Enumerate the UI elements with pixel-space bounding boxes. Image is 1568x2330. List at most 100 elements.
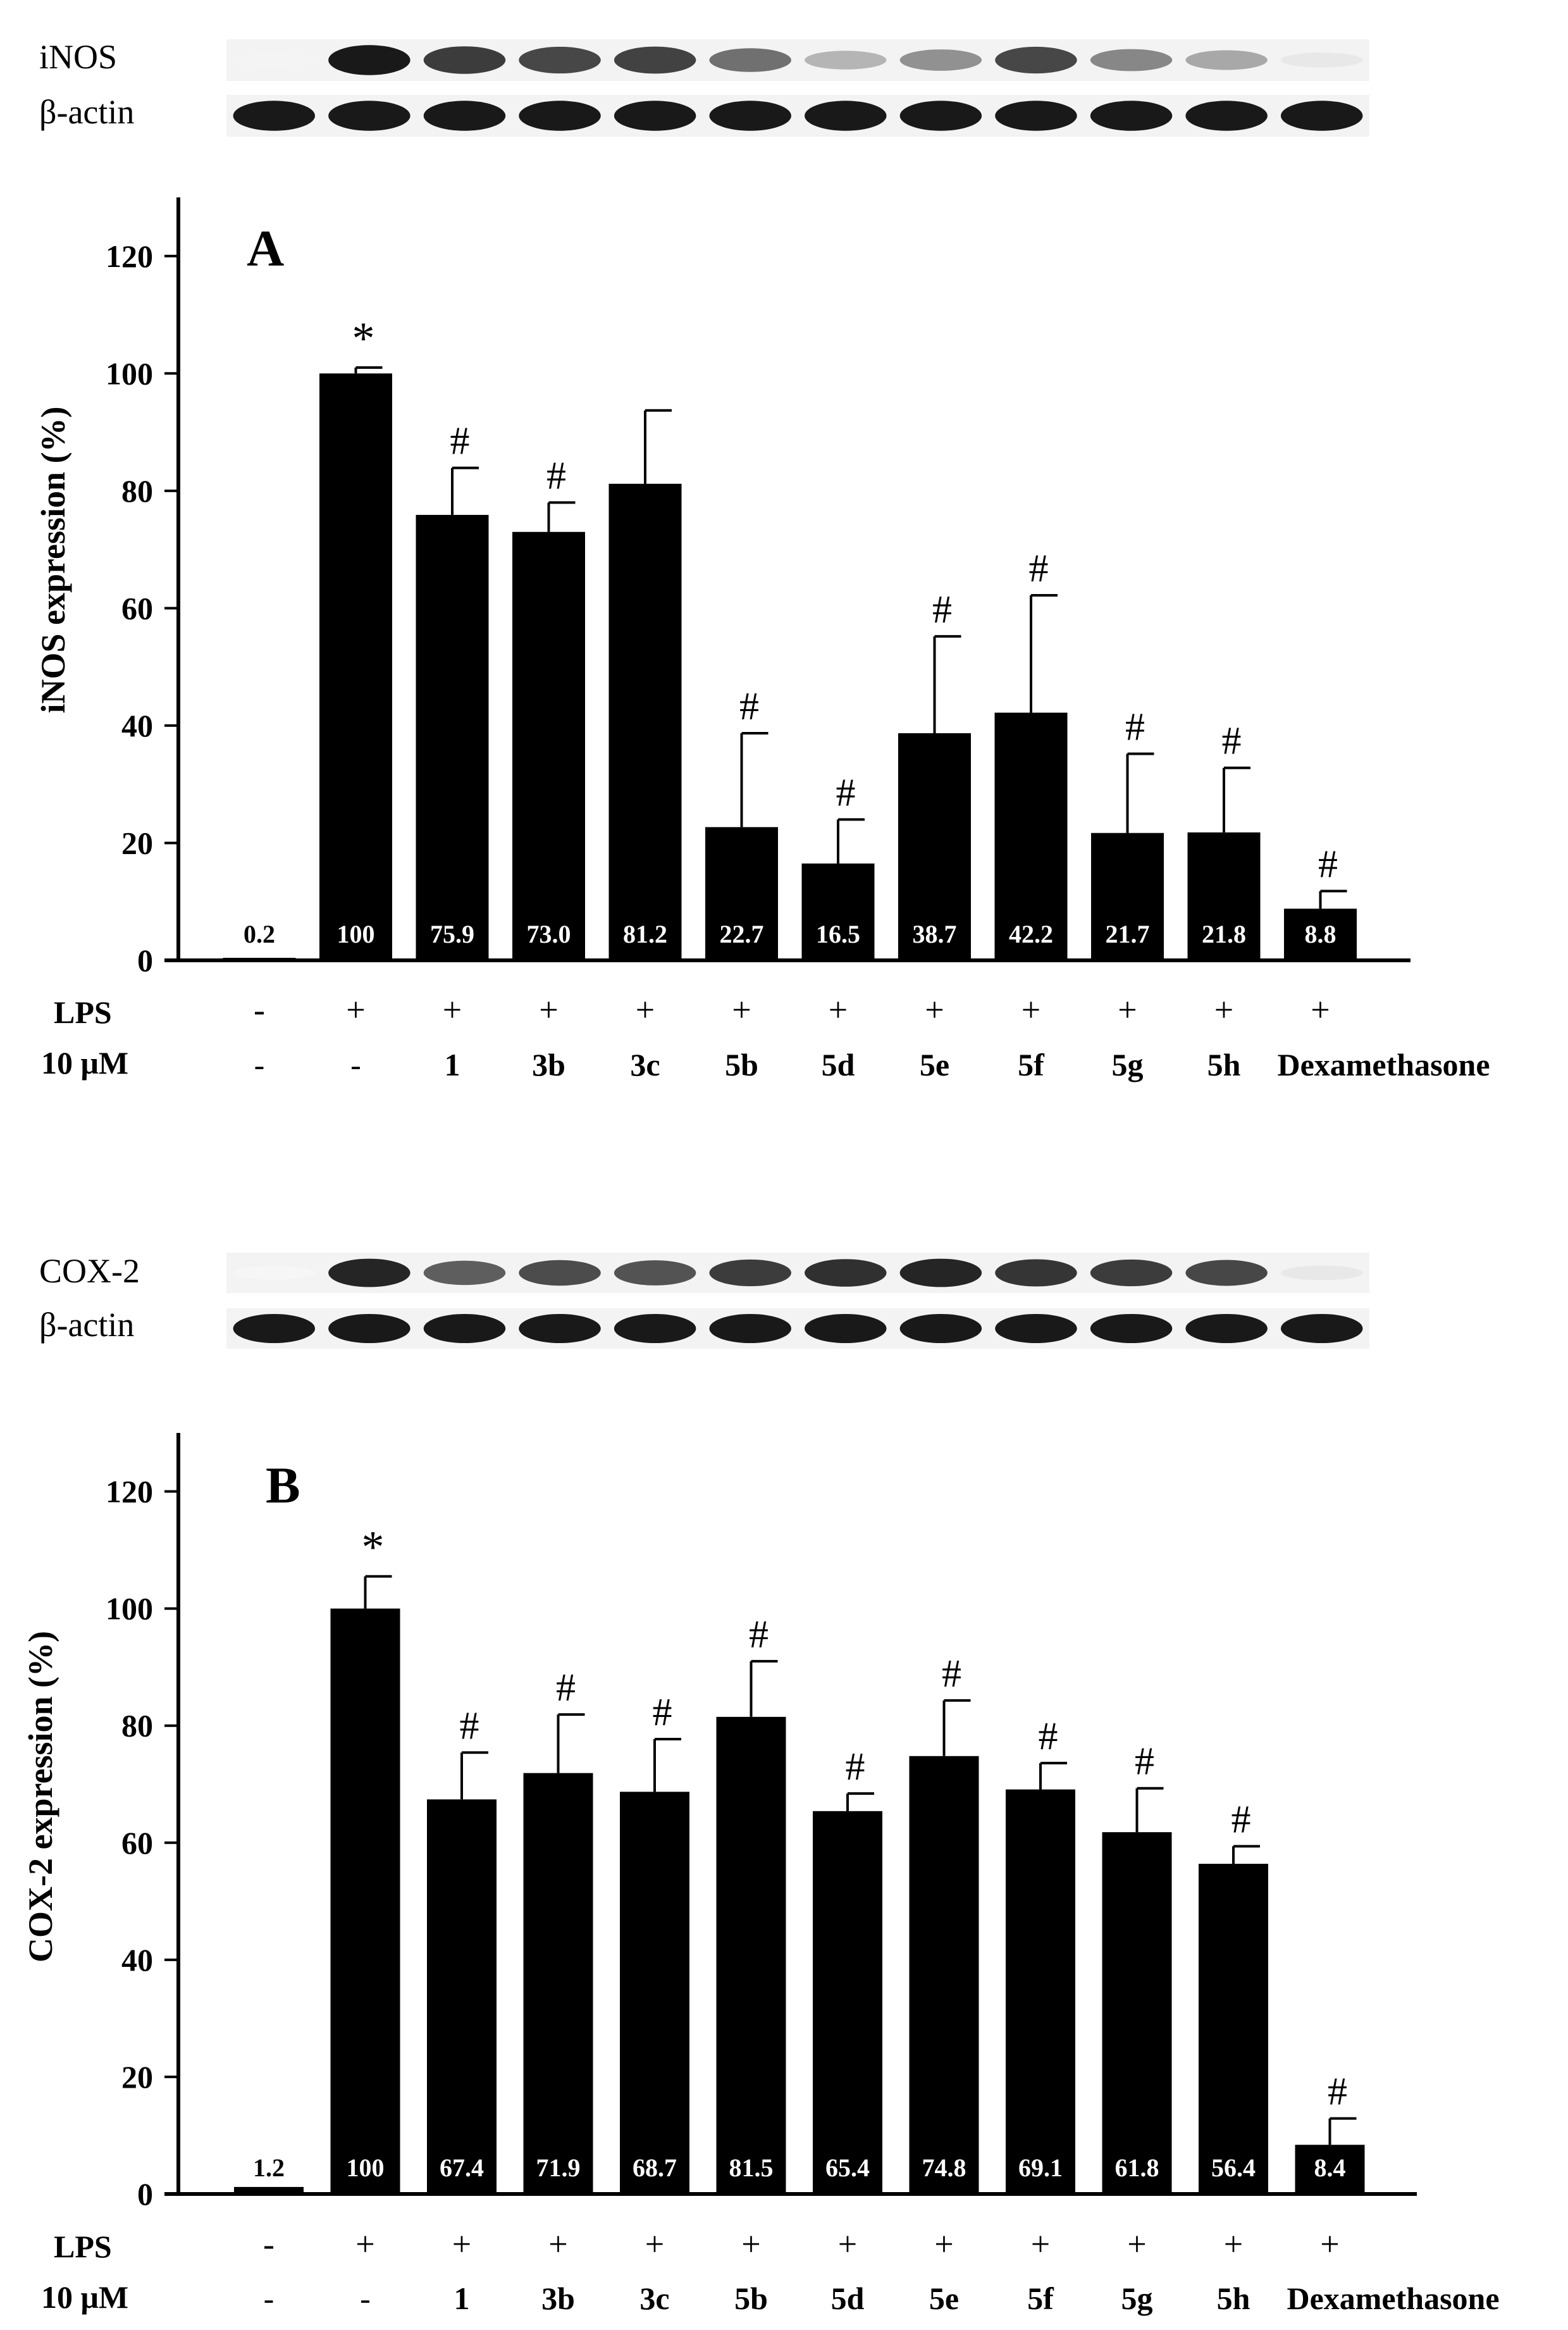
blot-band [519, 46, 601, 74]
lps-sign: + [732, 991, 751, 1029]
lps-sign: + [1022, 991, 1040, 1029]
y-tick-label: 80 [121, 1708, 153, 1744]
significance-mark: # [846, 1745, 865, 1788]
bar [512, 531, 585, 960]
blot-band [995, 46, 1077, 74]
value-labels: 0.2 100 75.9 73.0 81.2 22.7 16.5 38.7 42.2 21.7 21… [244, 920, 1337, 948]
blot-band [423, 46, 506, 74]
bar [1284, 908, 1357, 960]
blot-band [519, 1313, 601, 1344]
treatment-label: - [264, 2281, 275, 2316]
y-tick-label: 60 [121, 590, 153, 626]
y-tick-label: 0 [137, 943, 153, 978]
y-tick-label: 100 [106, 1591, 153, 1627]
blot-band [328, 45, 411, 75]
treatment-label: 1 [445, 1047, 460, 1082]
blot-band [1090, 101, 1173, 131]
y-tick-label: 40 [121, 708, 153, 743]
blot-band [328, 101, 411, 131]
blot-band [1185, 1260, 1268, 1286]
blot-band [1280, 101, 1363, 131]
blot-control-label: β-actin [39, 1306, 134, 1344]
significance-mark: # [460, 1704, 479, 1747]
significance-mark: # [749, 1613, 769, 1656]
treatment-label: 5d [831, 2281, 865, 2316]
blot-band [423, 1313, 506, 1344]
panel-letter: A [247, 220, 284, 277]
blot-band [709, 1259, 791, 1287]
blot-band [1280, 1313, 1363, 1344]
bar [1102, 1832, 1172, 2194]
treatment-label: 5f [1027, 2281, 1054, 2316]
treatment-label: 5e [920, 1047, 949, 1082]
bar [330, 1608, 400, 2194]
blot-band [423, 101, 506, 131]
lps-sign: + [452, 2225, 471, 2263]
blot-band [423, 1260, 506, 1286]
treatment-label: 3b [541, 2281, 575, 2316]
blot-band [1185, 1313, 1268, 1344]
lps-sign: + [1224, 2225, 1243, 2263]
bar [416, 514, 489, 960]
lps-sign: + [539, 991, 558, 1029]
panel-b: COX-2 β-actin B COX-2 expression (%) 0 20… [22, 1252, 1500, 2316]
error-bars [354, 366, 1347, 909]
bar [1006, 1789, 1075, 2194]
blot-band [614, 1260, 696, 1286]
bar [1199, 1864, 1268, 2194]
bar [716, 1716, 786, 2194]
blot-band [614, 1313, 696, 1344]
treatment-label: 1 [454, 2281, 470, 2316]
value-label: 73.0 [527, 920, 571, 948]
value-label: 8.8 [1305, 920, 1337, 948]
blot-band [233, 53, 316, 68]
value-label: 21.8 [1202, 920, 1246, 948]
blot-strip [226, 1308, 1369, 1349]
significance-mark: # [653, 1691, 672, 1734]
treatment-label: 5g [1112, 1047, 1144, 1082]
panel-a: iNOS β-actin A iNOS expression (%) 0 20 40… [34, 38, 1490, 1082]
treatment-label: - [360, 2281, 371, 2316]
significance-mark: # [1328, 2071, 1347, 2114]
western-blot-control [226, 1308, 1369, 1349]
bar [523, 1773, 593, 2194]
western-blot-control [226, 95, 1369, 137]
value-label: 68.7 [633, 2153, 677, 2182]
y-tick-label: 40 [121, 1942, 153, 1978]
blot-band [805, 1259, 887, 1287]
blot-band [614, 101, 696, 131]
significance-mark: # [1222, 720, 1242, 763]
treatment-row: - - 1 3b 3c 5b 5d 5e 5f 5g 5h Dexamethasone [254, 1047, 1490, 1082]
lps-sign: + [934, 2225, 953, 2263]
bar [319, 373, 392, 960]
treatment-label: 3c [630, 1047, 660, 1082]
blot-strip [226, 39, 1369, 81]
blot-control-label: β-actin [39, 93, 134, 131]
row-label-lps: LPS [54, 995, 112, 1030]
bar [1187, 832, 1261, 960]
value-label: 1.2 [253, 2153, 285, 2182]
blot-band [995, 1313, 1077, 1344]
treatment-label: 3c [639, 2281, 669, 2316]
treatment-label: Dexamethasone [1277, 1047, 1490, 1082]
significance-mark: # [1039, 1715, 1058, 1758]
treatment-label: 5h [1217, 2281, 1250, 2316]
bar [234, 2186, 304, 2194]
treatment-label: 5d [822, 1047, 855, 1082]
treatment-label: 5g [1121, 2281, 1153, 2316]
blot-band [899, 1258, 982, 1287]
lps-sign: + [1118, 991, 1137, 1029]
lps-sign: + [355, 2225, 374, 2263]
blot-band [899, 101, 982, 131]
blot-band [1090, 1313, 1173, 1344]
blot-band [1090, 49, 1173, 71]
y-tick-label: 60 [121, 1825, 153, 1861]
blot-band [614, 46, 696, 74]
treatment-label: - [350, 1047, 361, 1082]
lps-sign: + [548, 2225, 567, 2263]
treatment-label: Dexamethasone [1287, 2281, 1499, 2316]
bar [620, 1792, 689, 2194]
value-label: 71.9 [536, 2153, 581, 2182]
treatment-row: - - 1 3b 3c 5b 5d 5e 5f 5g 5h Dexamethasone [264, 2281, 1500, 2316]
